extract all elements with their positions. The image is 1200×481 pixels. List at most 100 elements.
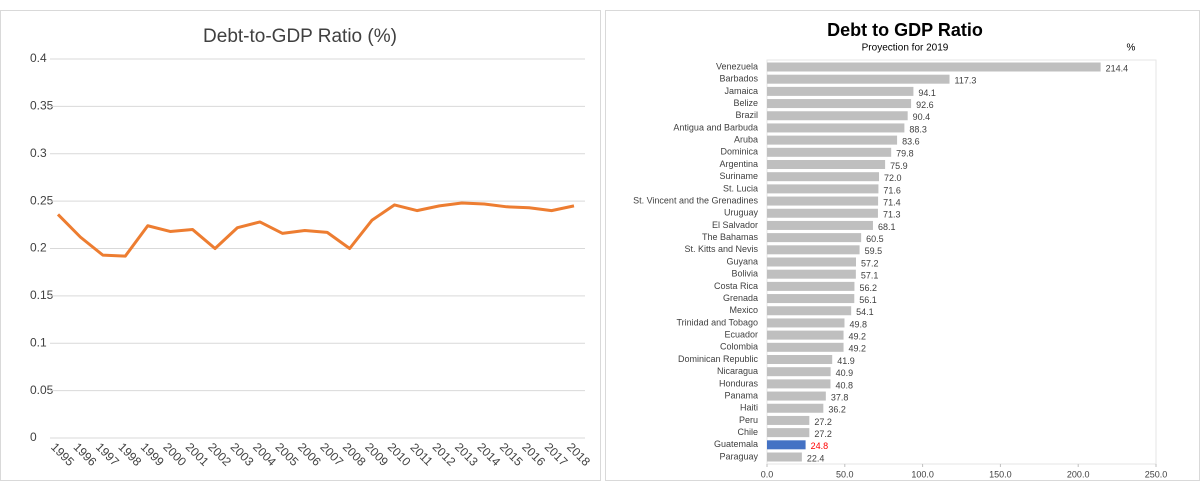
value-label: 59.5 <box>865 246 883 256</box>
bar <box>767 342 844 352</box>
x-tick-label: 1999 <box>138 440 167 469</box>
y-tick-label: 0 <box>30 430 37 444</box>
bar <box>767 355 833 364</box>
category-label: Suriname <box>719 171 758 181</box>
value-label: 71.6 <box>883 185 901 195</box>
value-label: 24.8 <box>811 441 829 451</box>
bar <box>767 367 831 377</box>
value-label: 71.3 <box>883 210 901 220</box>
value-label: 92.6 <box>916 100 934 110</box>
bar <box>767 452 802 462</box>
category-label: Panama <box>724 390 758 400</box>
category-label: Argentina <box>719 159 758 169</box>
category-label: Colombia <box>720 342 758 352</box>
x-tick-label: 2009 <box>362 440 391 469</box>
bar <box>767 184 879 194</box>
category-label: Bolivia <box>731 269 758 279</box>
chart-title: Debt to GDP Ratio <box>827 20 983 40</box>
bar <box>767 257 857 267</box>
bar <box>767 440 806 450</box>
x-tick-label: 50.0 <box>836 469 854 479</box>
x-tick-label: 2003 <box>228 440 257 469</box>
x-tick-label: 200.0 <box>1067 469 1090 479</box>
category-label: Belize <box>733 98 758 108</box>
value-label: 94.1 <box>918 88 936 98</box>
bar <box>767 403 824 413</box>
bar <box>767 294 855 304</box>
category-label: Trinidad and Tobago <box>676 317 758 327</box>
y-tick-label: 0.4 <box>30 51 47 65</box>
value-label: 27.2 <box>814 417 832 427</box>
value-label: 68.1 <box>878 222 896 232</box>
bar <box>767 428 810 438</box>
x-tick-label: 2010 <box>385 440 414 469</box>
x-tick-label: 2017 <box>542 440 571 469</box>
value-label: 71.4 <box>883 197 901 207</box>
value-label: 90.4 <box>913 112 931 122</box>
category-label: Dominica <box>720 147 758 157</box>
bar <box>767 391 826 401</box>
x-tick-label: 1998 <box>115 440 144 469</box>
bar <box>767 99 912 109</box>
category-label: Uruguay <box>724 208 759 218</box>
bar <box>767 233 862 243</box>
value-label: 56.1 <box>859 295 877 305</box>
value-label: 60.5 <box>866 234 884 244</box>
value-label: 49.8 <box>849 319 867 329</box>
x-tick-label: 1997 <box>93 440 122 469</box>
value-label: 36.2 <box>828 405 846 415</box>
chart-subtitle: Proyection for 2019 <box>862 43 949 54</box>
category-label: Antigua and Barbuda <box>673 122 758 132</box>
value-label: 54.1 <box>856 307 874 317</box>
category-label: Mexico <box>729 305 758 315</box>
category-label: The Bahamas <box>702 232 759 242</box>
x-tick-label: 2016 <box>519 440 548 469</box>
x-tick-label: 1995 <box>48 440 77 469</box>
x-tick-label: 2001 <box>183 440 212 469</box>
value-label: 72.0 <box>884 173 902 183</box>
category-label: El Salvador <box>712 220 758 230</box>
y-tick-label: 0.3 <box>30 146 47 160</box>
x-tick-label: 150.0 <box>989 469 1012 479</box>
x-tick-label: 2007 <box>317 440 346 469</box>
category-label: Chile <box>737 427 758 437</box>
category-label: Dominican Republic <box>678 354 759 364</box>
x-tick-label: 2008 <box>340 440 369 469</box>
value-label: 56.2 <box>859 283 877 293</box>
value-label: 57.1 <box>861 271 879 281</box>
category-label: Haiti <box>740 403 758 413</box>
line-chart: Debt-to-GDP Ratio (%) 0 0.05 0.1 0.15 0.2 0.2… <box>30 26 593 469</box>
y-tick-label: 0.05 <box>30 383 54 397</box>
bar <box>767 208 878 218</box>
y-tick-label: 0.15 <box>30 288 54 302</box>
category-label: Costa Rica <box>714 281 758 291</box>
category-label: Aruba <box>734 135 758 145</box>
category-label: Barbados <box>719 74 758 84</box>
x-tick-label: 2013 <box>452 440 481 469</box>
category-label: St. Vincent and the Grenadines <box>633 195 758 205</box>
bar-chart: Debt to GDP Ratio Proyection for 2019 % … <box>633 20 1167 480</box>
category-label: St. Kitts and Nevis <box>684 244 758 254</box>
bar <box>767 220 873 230</box>
x-tick-label: 2018 <box>564 440 593 469</box>
category-label: Honduras <box>719 378 759 388</box>
value-label: 40.9 <box>836 368 854 378</box>
bar <box>767 123 905 133</box>
value-label: 57.2 <box>861 258 879 268</box>
bar <box>767 74 950 84</box>
value-label: 83.6 <box>902 137 920 147</box>
y-tick-label: 0.35 <box>30 99 54 113</box>
y-tick-label: 0.1 <box>30 335 47 349</box>
bar <box>767 306 852 316</box>
category-label: Venezuela <box>716 61 758 71</box>
category-label: Peru <box>739 415 758 425</box>
category-label: Paraguay <box>719 451 758 461</box>
bar <box>767 135 898 145</box>
x-tick-label: 2015 <box>497 440 526 469</box>
bar <box>767 269 856 279</box>
category-label: Jamaica <box>724 86 758 96</box>
bar <box>767 172 880 182</box>
x-tick-label: 2006 <box>295 440 324 469</box>
x-tick-label: 2011 <box>407 440 435 468</box>
